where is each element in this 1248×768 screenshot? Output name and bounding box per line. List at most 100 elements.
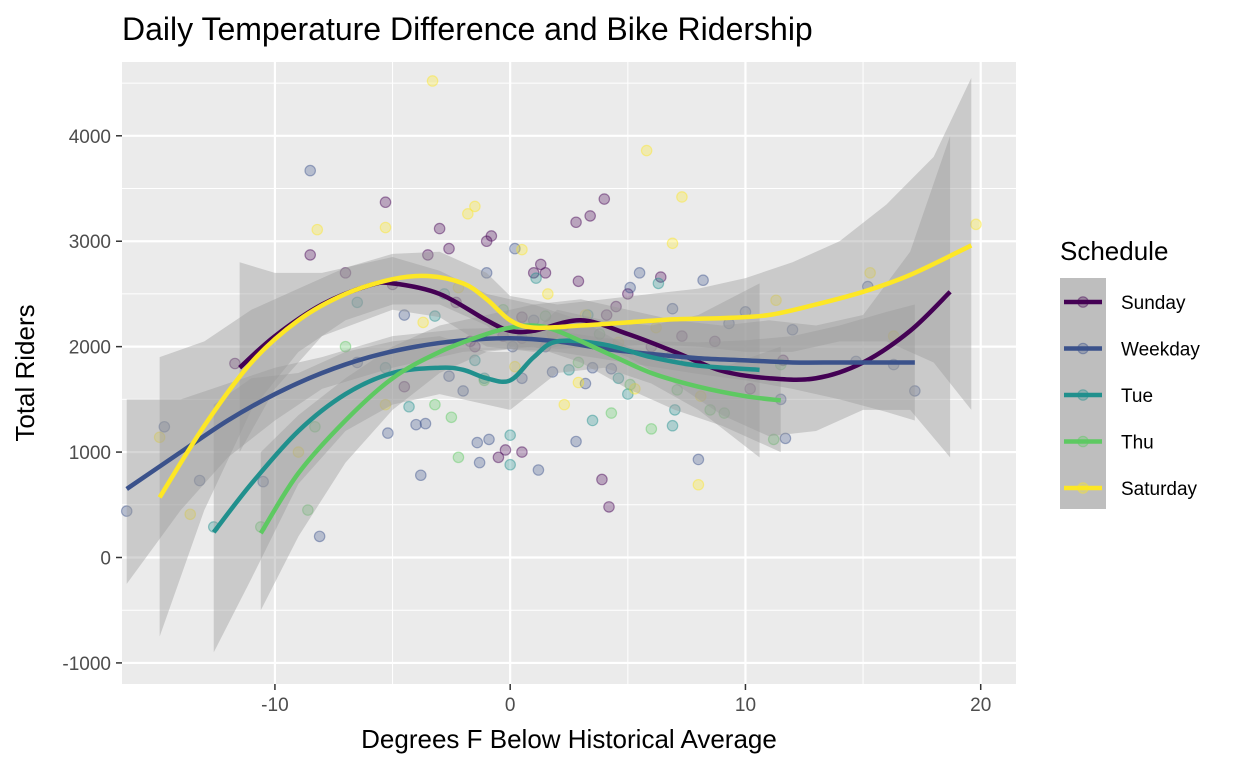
point-thu xyxy=(704,404,716,416)
legend-point-saturday xyxy=(1077,482,1089,494)
point-thu xyxy=(539,310,552,322)
legend-label-thu: Thu xyxy=(1121,433,1154,454)
point-weekday xyxy=(697,274,709,287)
point-tue xyxy=(504,458,516,471)
point-weekday xyxy=(579,377,592,390)
point-sunday xyxy=(744,383,756,395)
point-sunday xyxy=(539,267,552,279)
point-sunday xyxy=(603,501,615,513)
point-tue xyxy=(586,414,599,427)
legend-point-weekday xyxy=(1077,342,1089,355)
legend-label-sunday: Sunday xyxy=(1121,293,1186,314)
point-thu xyxy=(671,384,684,396)
point-tue xyxy=(504,429,516,441)
point-saturday xyxy=(970,218,982,231)
point-weekday xyxy=(909,385,921,397)
point-thu xyxy=(572,356,585,369)
point-saturday xyxy=(379,398,392,411)
point-saturday xyxy=(462,208,474,220)
point-thu xyxy=(302,504,314,516)
point-tue xyxy=(622,388,634,400)
point-sunday xyxy=(709,335,721,348)
point-saturday xyxy=(417,316,429,329)
y-axis-title: Total Riders xyxy=(10,304,40,441)
point-tue xyxy=(652,277,665,290)
point-sunday xyxy=(422,249,434,261)
point-sunday xyxy=(570,216,582,229)
legend-items: Sunday Weekday Tue Thu Saturday xyxy=(1064,293,1200,500)
legend-point-tue xyxy=(1077,389,1089,401)
point-saturday xyxy=(629,383,641,395)
point-weekday xyxy=(692,453,705,466)
point-thu xyxy=(767,433,780,446)
point-tue xyxy=(563,364,575,376)
point-saturday xyxy=(184,508,197,521)
x-tick-label: 0 xyxy=(505,695,516,716)
chart-title: Daily Temperature Difference and Bike Ri… xyxy=(122,11,813,47)
point-thu xyxy=(452,451,465,464)
point-weekday xyxy=(443,370,455,382)
point-sunday xyxy=(610,300,622,313)
y-tick-label: 1000 xyxy=(69,443,111,464)
point-tue xyxy=(666,419,679,432)
point-weekday xyxy=(158,420,171,433)
x-axis-title: Degrees F Below Historical Average xyxy=(361,724,777,754)
legend-label-saturday: Saturday xyxy=(1121,479,1198,500)
point-weekday xyxy=(410,418,422,431)
point-sunday xyxy=(433,222,446,235)
point-sunday xyxy=(499,444,512,456)
legend-point-sunday xyxy=(1077,296,1089,308)
point-saturday xyxy=(469,200,481,213)
point-saturday xyxy=(558,398,571,411)
point-tue xyxy=(403,400,415,413)
legend-title: Schedule xyxy=(1060,236,1168,266)
point-thu xyxy=(718,407,731,419)
y-tick-label: 4000 xyxy=(69,127,111,148)
point-weekday xyxy=(414,469,427,482)
point-sunday xyxy=(304,249,317,261)
point-tue xyxy=(530,272,542,284)
point-sunday xyxy=(622,288,634,300)
point-weekday xyxy=(257,475,269,488)
y-tick-label: -1000 xyxy=(62,654,111,675)
point-sunday xyxy=(379,196,392,209)
point-sunday xyxy=(229,357,241,370)
grid-major xyxy=(122,62,1016,684)
legend: Schedule Sunday Weekday Tue Thu Saturday xyxy=(1060,236,1200,509)
point-saturday xyxy=(153,431,166,444)
point-sunday xyxy=(527,267,540,279)
point-tue xyxy=(429,310,441,322)
point-tue xyxy=(469,354,481,367)
point-saturday xyxy=(666,237,679,250)
point-sunday xyxy=(534,258,547,271)
smooth-line-tue xyxy=(211,338,760,534)
smooth-line-weekday xyxy=(125,335,915,491)
point-weekday xyxy=(193,474,206,487)
point-tue xyxy=(612,372,625,385)
point-tue xyxy=(669,404,681,416)
point-weekday xyxy=(605,362,618,375)
point-thu xyxy=(339,340,352,353)
confidence-band-tue xyxy=(213,283,760,653)
x-tick-label: 10 xyxy=(735,695,756,716)
point-sunday xyxy=(584,210,596,222)
point-sunday xyxy=(516,311,528,323)
point-thu xyxy=(429,398,441,411)
point-saturday xyxy=(542,288,554,300)
point-weekday xyxy=(473,456,486,469)
point-weekday xyxy=(624,281,636,294)
point-weekday xyxy=(666,302,679,315)
point-weekday xyxy=(471,436,484,449)
point-sunday xyxy=(485,230,498,242)
point-sunday xyxy=(572,275,585,288)
point-weekday xyxy=(382,427,394,439)
point-weekday xyxy=(779,432,792,445)
point-saturday xyxy=(311,223,324,236)
point-weekday xyxy=(304,164,317,177)
smooth-curves-layer xyxy=(125,243,973,535)
point-thu xyxy=(605,407,618,419)
y-tick-label: 2000 xyxy=(69,338,111,359)
point-sunday xyxy=(654,271,667,283)
legend-label-weekday: Weekday xyxy=(1121,340,1200,361)
